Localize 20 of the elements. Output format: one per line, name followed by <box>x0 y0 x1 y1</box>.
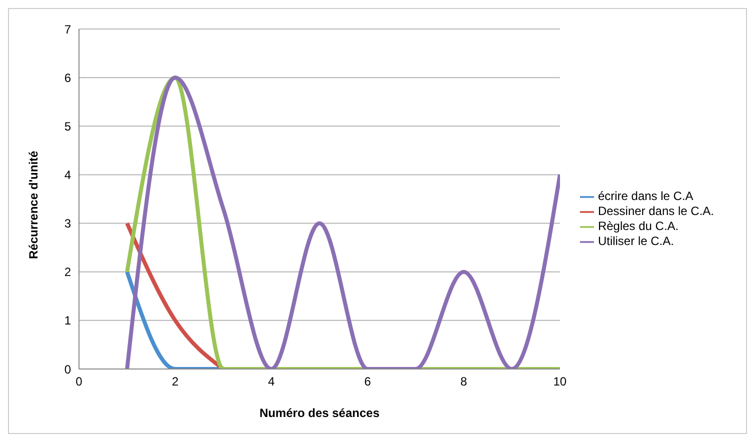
x-tick-label: 0 <box>76 374 83 389</box>
legend-label: Règles du C.A. <box>598 219 679 233</box>
x-tick-label: 8 <box>460 374 468 389</box>
x-axis-title: Numéro des séances <box>259 406 380 420</box>
legend-label: écrire dans le C.A <box>598 189 694 204</box>
legend-label: Dessiner dans le C.A. <box>598 204 714 218</box>
x-tick-label: 6 <box>364 374 372 389</box>
x-tick-label: 10 <box>553 374 567 389</box>
y-tick-label: 4 <box>64 168 72 182</box>
legend-label: Utiliser le C.A. <box>598 234 674 248</box>
y-tick-label: 1 <box>64 314 72 328</box>
y-tick-label: 3 <box>64 216 72 231</box>
y-axis-title: Récurrence d'unité <box>26 150 40 259</box>
x-tick-label: 4 <box>268 374 276 389</box>
y-tick-label: 7 <box>64 22 72 36</box>
y-tick-label: 0 <box>64 362 72 376</box>
y-tick-label: 2 <box>64 265 72 280</box>
x-tick-label: 2 <box>172 374 179 389</box>
y-tick-label: 6 <box>64 70 72 85</box>
y-tick-label: 5 <box>64 119 72 134</box>
